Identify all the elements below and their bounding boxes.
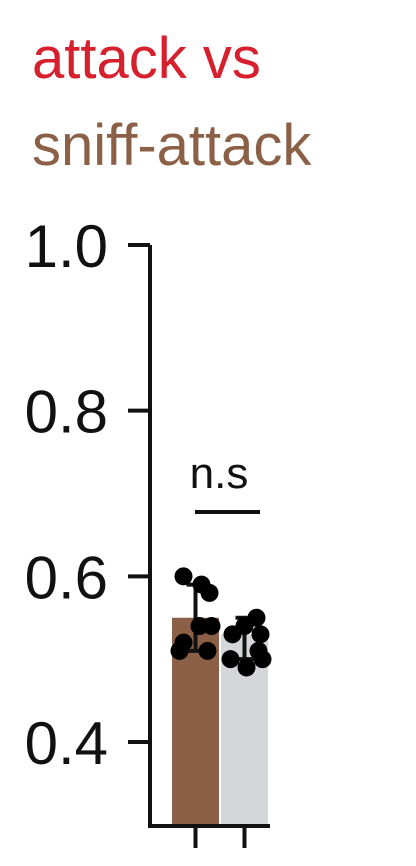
data-point-2-8 — [237, 658, 256, 677]
data-point-1-1 — [174, 567, 193, 586]
data-point-2-7 — [253, 650, 272, 669]
data-point-1-5 — [202, 617, 221, 636]
data-point-2-3 — [223, 625, 242, 644]
y-tick-label-3: 0.6 — [25, 544, 108, 611]
y-tick-label-2: 0.8 — [25, 379, 108, 446]
chart-title-line-1: attack vs — [32, 26, 261, 91]
y-tick-label-4: 0.4 — [25, 710, 108, 777]
y-tick-label-1: 1.0 — [25, 213, 108, 280]
data-point-1-7 — [198, 641, 217, 660]
data-point-1-3 — [200, 583, 219, 602]
significance-label: n.s — [190, 449, 249, 498]
chart-title-line-2: sniff-attack — [32, 113, 312, 178]
data-point-1-8 — [170, 641, 189, 660]
data-point-2-4 — [251, 625, 270, 644]
data-point-2-6 — [221, 650, 240, 669]
